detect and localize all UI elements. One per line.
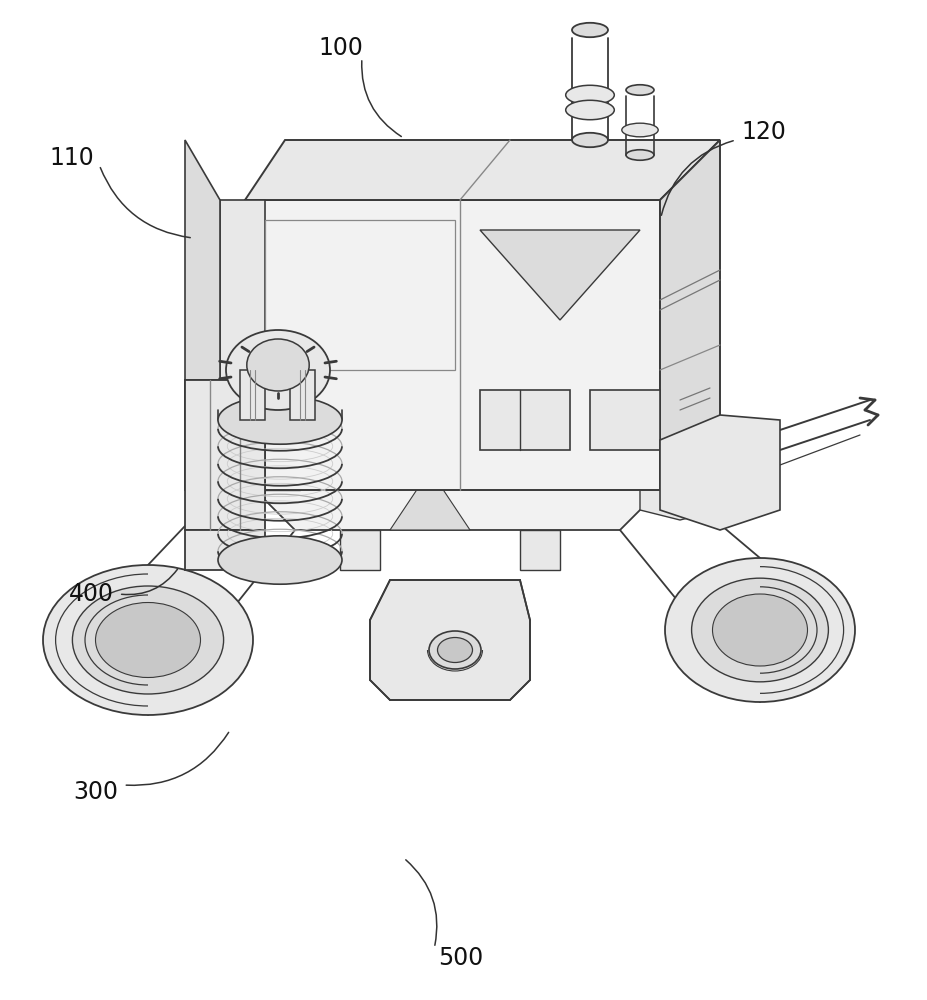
- Polygon shape: [184, 440, 245, 490]
- Polygon shape: [265, 350, 649, 530]
- Polygon shape: [245, 140, 719, 200]
- Ellipse shape: [218, 536, 342, 584]
- Polygon shape: [590, 390, 659, 450]
- Polygon shape: [184, 530, 265, 570]
- Ellipse shape: [437, 638, 472, 662]
- Polygon shape: [619, 320, 649, 380]
- Ellipse shape: [72, 586, 223, 694]
- Polygon shape: [659, 415, 780, 530]
- Polygon shape: [479, 390, 569, 450]
- Ellipse shape: [247, 339, 309, 391]
- Ellipse shape: [43, 565, 253, 715]
- Ellipse shape: [565, 100, 614, 120]
- Polygon shape: [295, 320, 649, 350]
- Ellipse shape: [218, 396, 342, 444]
- Text: 110: 110: [49, 146, 94, 170]
- Polygon shape: [265, 220, 454, 370]
- Polygon shape: [240, 370, 265, 420]
- Polygon shape: [519, 530, 559, 570]
- Polygon shape: [370, 580, 529, 700]
- Polygon shape: [640, 460, 719, 520]
- Text: 120: 120: [741, 120, 785, 144]
- Polygon shape: [389, 470, 469, 530]
- Polygon shape: [245, 200, 659, 490]
- Polygon shape: [265, 460, 299, 490]
- Ellipse shape: [665, 558, 854, 702]
- Text: 100: 100: [318, 36, 362, 60]
- Ellipse shape: [428, 631, 480, 669]
- Polygon shape: [479, 230, 640, 320]
- Ellipse shape: [95, 602, 200, 678]
- Polygon shape: [659, 140, 719, 490]
- Text: 300: 300: [73, 780, 118, 804]
- Polygon shape: [220, 200, 265, 490]
- Text: 500: 500: [438, 946, 483, 970]
- Ellipse shape: [565, 85, 614, 105]
- Ellipse shape: [226, 330, 330, 410]
- Polygon shape: [619, 395, 679, 455]
- Ellipse shape: [626, 150, 654, 160]
- Polygon shape: [289, 370, 314, 420]
- Polygon shape: [295, 320, 649, 350]
- Ellipse shape: [571, 133, 607, 147]
- Ellipse shape: [691, 578, 828, 682]
- Polygon shape: [184, 140, 220, 490]
- Ellipse shape: [712, 594, 806, 666]
- Polygon shape: [184, 380, 245, 420]
- Ellipse shape: [621, 123, 657, 137]
- Polygon shape: [339, 530, 379, 570]
- Text: 400: 400: [69, 582, 113, 606]
- Ellipse shape: [626, 85, 654, 95]
- Polygon shape: [184, 380, 265, 530]
- Polygon shape: [265, 420, 299, 450]
- Ellipse shape: [571, 23, 607, 37]
